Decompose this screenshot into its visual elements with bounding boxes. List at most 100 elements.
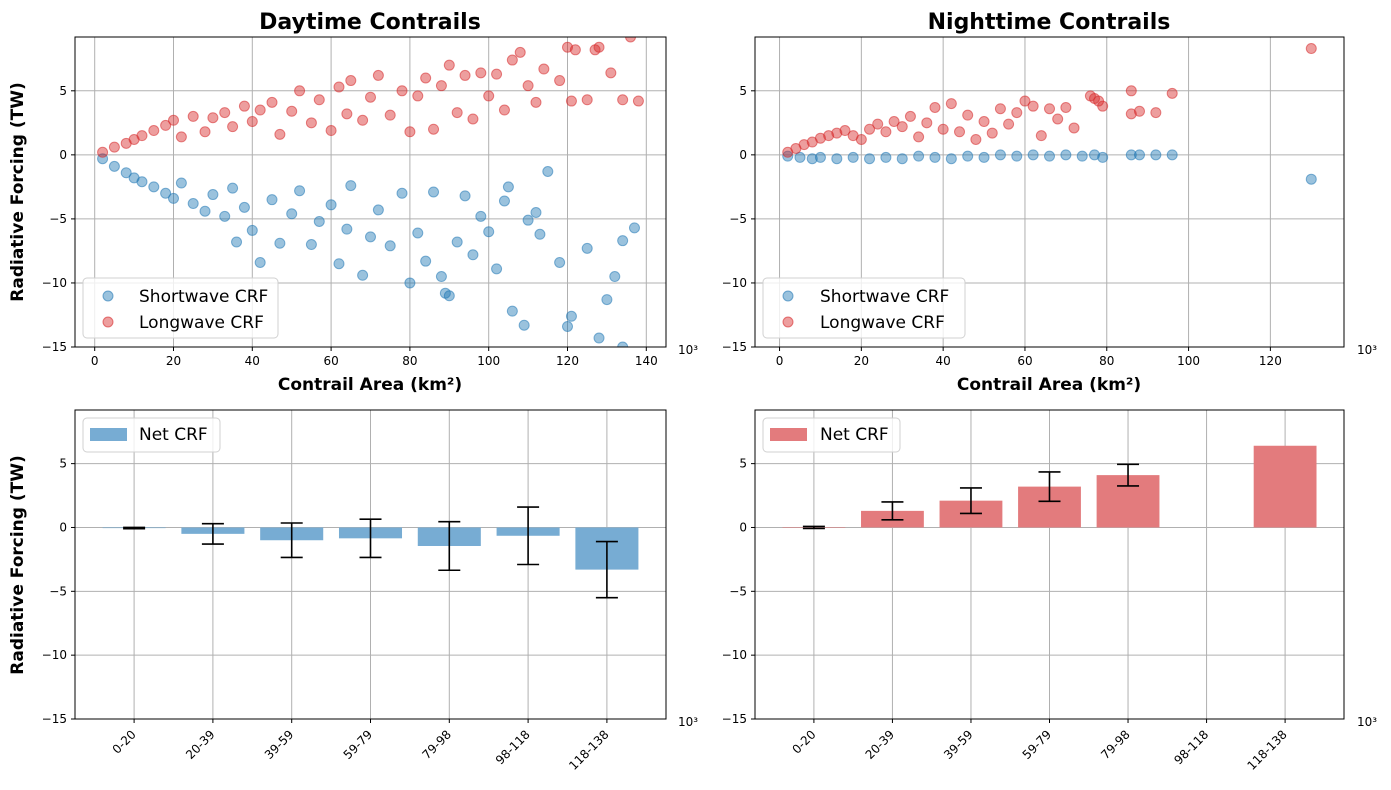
y-tick-label: −5 bbox=[729, 584, 747, 598]
longwave-point bbox=[605, 67, 617, 79]
legend-net-label: Net CRF bbox=[820, 425, 889, 445]
longwave-point bbox=[1060, 101, 1072, 113]
longwave-point bbox=[341, 108, 353, 120]
shortwave-point bbox=[562, 321, 573, 333]
shortwave-point bbox=[412, 227, 424, 239]
longwave-point bbox=[1133, 105, 1145, 117]
longwave-point bbox=[954, 126, 966, 138]
shortwave-point bbox=[1305, 173, 1317, 185]
y-tick-label: −10 bbox=[42, 648, 67, 662]
shortwave-point bbox=[831, 153, 843, 165]
x-tick-label: 40 bbox=[936, 354, 951, 368]
legend-net-label: Net CRF bbox=[139, 425, 208, 445]
longwave-point bbox=[1125, 85, 1137, 97]
longwave-point bbox=[246, 116, 258, 128]
x-tick-label: 118-138 bbox=[1244, 727, 1289, 772]
longwave-point bbox=[384, 109, 396, 121]
x-tick-label: 39-59 bbox=[262, 727, 297, 762]
shortwave-point bbox=[246, 224, 258, 236]
shortwave-point bbox=[325, 199, 337, 211]
longwave-point bbox=[994, 103, 1006, 115]
longwave-point bbox=[831, 127, 843, 139]
day-scatter-frame bbox=[74, 36, 667, 348]
shortwave-point bbox=[428, 186, 440, 198]
legend-net-swatch bbox=[770, 428, 807, 441]
shortwave-point bbox=[396, 187, 408, 199]
x-tick-label: 100 bbox=[477, 354, 500, 368]
night-net-legend: Net CRF bbox=[762, 417, 901, 453]
legend-longwave-label: Longwave CRF bbox=[820, 313, 945, 333]
longwave-point bbox=[1097, 100, 1109, 112]
shortwave-point bbox=[945, 153, 957, 165]
longwave-point bbox=[921, 117, 933, 129]
longwave-point bbox=[483, 90, 495, 102]
shortwave-point bbox=[313, 215, 325, 227]
night-scatter-title: Nighttime Contrails bbox=[928, 10, 1171, 35]
shortwave-point bbox=[341, 223, 353, 235]
longwave-point bbox=[522, 80, 534, 92]
shortwave-point bbox=[404, 277, 416, 289]
longwave-point bbox=[514, 46, 526, 58]
shortwave-point bbox=[294, 185, 306, 197]
longwave-point bbox=[136, 130, 148, 142]
longwave-point bbox=[929, 101, 941, 113]
shortwave-point bbox=[1097, 151, 1109, 163]
x-tick-label: 118-138 bbox=[566, 727, 611, 772]
shortwave-point bbox=[962, 150, 974, 162]
day-net-bars bbox=[102, 506, 639, 599]
longwave-point bbox=[175, 131, 187, 143]
y-tick-label: 5 bbox=[739, 457, 747, 471]
shortwave-point bbox=[333, 258, 345, 270]
longwave-point bbox=[475, 67, 487, 79]
legend-longwave-marker bbox=[782, 316, 794, 328]
day-net-legend-box bbox=[82, 417, 221, 453]
shortwave-point bbox=[617, 341, 629, 347]
day-scatter-xlabel: Contrail Area (km²) bbox=[278, 375, 462, 395]
longwave-point bbox=[1150, 107, 1162, 119]
y-tick-label: −5 bbox=[49, 212, 67, 226]
longwave-point bbox=[305, 117, 317, 129]
scatter-clip-group bbox=[782, 43, 1317, 185]
day-net-ylabel: Radiative Forcing (TW) bbox=[8, 455, 28, 674]
x-tick-label: 120 bbox=[556, 354, 579, 368]
longwave-point bbox=[313, 94, 325, 106]
x-tick-label: 20 bbox=[854, 354, 869, 368]
longwave-point bbox=[357, 114, 369, 126]
longwave-point bbox=[219, 107, 231, 119]
shortwave-point bbox=[451, 236, 463, 248]
shortwave-point bbox=[502, 181, 514, 193]
night-scatter-ticks: −15 −10 −5 0 5 0 20 40 60 80 100 120 bbox=[722, 84, 1282, 368]
longwave-point bbox=[814, 132, 826, 144]
longwave-point bbox=[459, 69, 471, 81]
x-tick-label: 120 bbox=[1259, 354, 1282, 368]
shortwave-point bbox=[168, 192, 179, 204]
x-tick-label: 0-20 bbox=[789, 727, 818, 756]
shortwave-point bbox=[1125, 149, 1137, 161]
shortwave-point bbox=[305, 239, 317, 251]
longwave-point bbox=[199, 126, 211, 138]
shortwave-point bbox=[148, 181, 160, 193]
longwave-point bbox=[1011, 107, 1023, 119]
longwave-point bbox=[632, 95, 644, 107]
legend-net-swatch bbox=[90, 428, 127, 441]
shortwave-point bbox=[475, 210, 487, 222]
shortwave-point bbox=[806, 153, 818, 165]
shortwave-point bbox=[1150, 149, 1162, 161]
shortwave-point bbox=[136, 176, 148, 188]
shortwave-point bbox=[978, 151, 990, 163]
longwave-point bbox=[945, 98, 957, 110]
longwave-point bbox=[443, 59, 455, 71]
shortwave-point bbox=[254, 256, 266, 268]
longwave-point bbox=[506, 54, 518, 66]
shortwave-point bbox=[459, 190, 471, 202]
day-scatter-x-offset: 10³ bbox=[678, 343, 698, 357]
legend-shortwave-label: Shortwave CRF bbox=[139, 287, 268, 307]
shortwave-point bbox=[207, 189, 219, 201]
longwave-point bbox=[864, 123, 876, 135]
night-scatter-xlabel: Contrail Area (km²) bbox=[957, 375, 1141, 395]
panel-day-net: −15 −10 −5 0 5 0-20 20-39 39-59 59-79 79-98 98-118… bbox=[8, 409, 698, 773]
day-scatter-points bbox=[97, 37, 644, 347]
longwave-point bbox=[896, 121, 908, 133]
night-net-bars bbox=[782, 445, 1317, 530]
